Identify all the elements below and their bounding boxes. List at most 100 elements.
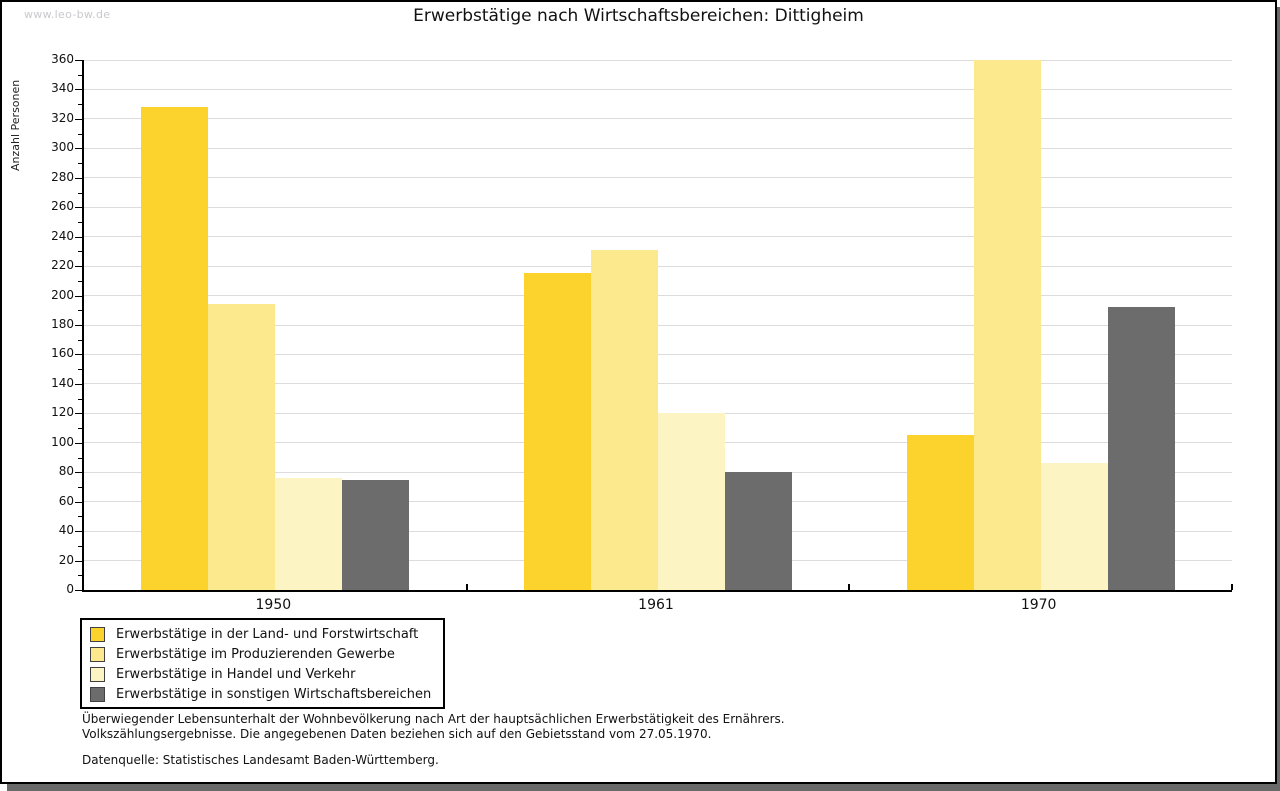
bar-1961-series3 (658, 413, 725, 590)
y-axis-tick-label: 280 (51, 169, 74, 184)
y-axis-minor-tick (78, 251, 82, 253)
footnote: Überwiegender Lebensunterhalt der Wohnbe… (82, 712, 785, 742)
gridline (84, 324, 1232, 326)
y-axis-minor-tick (78, 310, 82, 312)
gridline (84, 265, 1232, 267)
y-axis-major-tick (75, 266, 82, 268)
y-axis-tick-label: 220 (51, 258, 74, 273)
y-axis-major-tick (75, 60, 82, 61)
y-axis-major-tick (75, 531, 82, 533)
legend-swatch (90, 646, 105, 662)
y-axis-minor-tick (78, 575, 82, 577)
y-axis-major-tick (75, 89, 82, 91)
bar-1961-series2 (591, 249, 658, 590)
gridline (84, 353, 1232, 355)
x-axis-tick (465, 584, 468, 590)
legend-item: Erwerbstätige in der Land- und Forstwirt… (90, 624, 431, 644)
y-axis-major-tick (75, 118, 82, 120)
y-axis-tick-label: 100 (51, 434, 74, 449)
y-axis-major-tick (75, 472, 82, 474)
y-axis-major-tick (75, 207, 82, 209)
y-axis-major-tick (75, 148, 82, 150)
y-axis-minor-tick (78, 221, 82, 223)
y-axis-minor-tick (78, 339, 82, 341)
y-axis-tick-label: 80 (58, 464, 74, 479)
y-axis-tick-label: 360 (51, 52, 74, 66)
footnote-line-1: Überwiegender Lebensunterhalt der Wohnbe… (82, 712, 785, 726)
bar-1970-series1 (906, 435, 974, 590)
bar-1950-series2 (208, 304, 276, 590)
gridline (84, 295, 1232, 297)
legend-label: Erwerbstätige im Produzierenden Gewerbe (116, 646, 395, 662)
x-category-label: 1970 (1020, 597, 1057, 613)
chart-title: Erwerbstätige nach Wirtschaftsbereichen:… (413, 6, 864, 26)
y-axis-tick-label: 20 (58, 552, 74, 567)
y-axis-minor-tick (78, 133, 82, 135)
legend-item: Erwerbstätige in sonstigen Wirtschaftsbe… (90, 684, 431, 704)
legend-label: Erwerbstätige in Handel und Verkehr (116, 666, 356, 682)
y-axis-tick-label: 60 (58, 493, 74, 508)
legend-item: Erwerbstätige im Produzierenden Gewerbe (90, 644, 431, 664)
y-axis-minor-tick (78, 457, 82, 459)
plot-area (82, 59, 1233, 592)
gridline (84, 118, 1232, 120)
legend-swatch (90, 626, 105, 642)
bar-1950-series3 (275, 478, 343, 590)
y-axis-minor-tick (78, 428, 82, 430)
bar-1961-series4 (725, 472, 792, 590)
y-axis-minor-tick (78, 516, 82, 518)
gridline (84, 236, 1232, 238)
y-axis-tick-label: 200 (51, 287, 74, 302)
y-axis-major-tick (75, 413, 82, 415)
y-axis-minor-tick (78, 192, 82, 194)
y-axis-tick-label: 300 (51, 140, 74, 155)
x-axis-tick (848, 584, 851, 590)
y-axis-major-tick (75, 560, 82, 562)
y-axis-major-tick (75, 501, 82, 503)
y-axis-minor-tick (78, 163, 82, 165)
x-axis-tick (1231, 584, 1233, 590)
y-axis-major-tick (75, 325, 82, 326)
gridline (84, 177, 1232, 179)
bar-1970-series4 (1107, 307, 1175, 590)
y-axis-tick-label: 120 (51, 405, 74, 420)
y-axis-minor-tick (78, 74, 82, 76)
y-axis-tick-label: 0 (66, 582, 74, 596)
bar-1970-series3 (1040, 463, 1108, 590)
y-axis-minor-tick (78, 280, 82, 282)
y-axis-tick-label: 180 (51, 317, 74, 331)
watermark: www.leo-bw.de (24, 8, 111, 21)
gridline (84, 383, 1232, 385)
gridline (84, 412, 1232, 414)
gridline (84, 59, 1232, 61)
bar-1970-series2 (973, 60, 1041, 590)
x-category-label: 1950 (255, 597, 292, 613)
y-axis-major-tick (75, 177, 82, 179)
gridline (84, 88, 1232, 90)
legend-swatch (90, 686, 105, 702)
gridline (84, 147, 1232, 149)
bar-1950-series4 (342, 479, 410, 590)
bar-1950-series1 (141, 107, 209, 590)
y-axis-tick-label: 340 (51, 81, 74, 96)
legend-label: Erwerbstätige in sonstigen Wirtschaftsbe… (116, 686, 432, 702)
data-source: Datenquelle: Statistisches Landesamt Bad… (82, 753, 439, 767)
legend: Erwerbstätige in der Land- und Forstwirt… (80, 618, 446, 709)
y-axis-tick-label: 240 (51, 228, 74, 243)
bar-1961-series1 (524, 273, 591, 590)
y-axis-minor-tick (78, 398, 82, 400)
legend-label: Erwerbstätige in der Land- und Forstwirt… (116, 626, 419, 642)
y-axis-major-tick (75, 442, 82, 444)
y-axis-major-tick (75, 590, 82, 591)
y-axis-minor-tick (78, 486, 82, 488)
legend-swatch (90, 666, 105, 682)
gridline (84, 206, 1232, 208)
y-axis-minor-tick (78, 369, 82, 371)
y-axis-tick-label: 40 (58, 523, 74, 538)
y-axis-major-tick (75, 295, 82, 297)
y-axis-major-tick (75, 236, 82, 238)
y-axis-minor-tick (78, 104, 82, 106)
y-axis-minor-tick (78, 545, 82, 547)
y-axis-tick-label: 140 (51, 375, 74, 390)
